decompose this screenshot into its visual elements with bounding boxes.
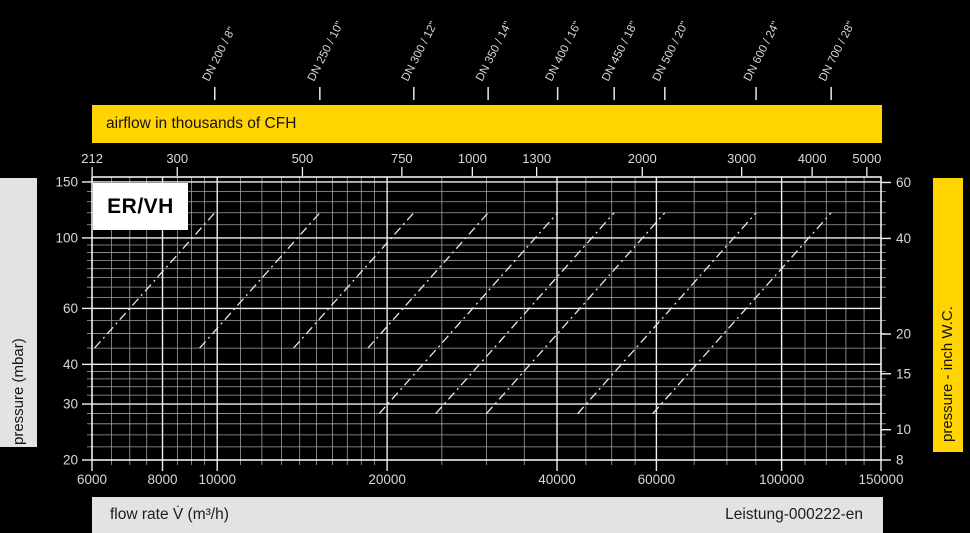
y-left-tick-label: 150 [55, 174, 78, 189]
cfh-axis-tick-label: 4000 [798, 151, 827, 166]
y-right-tick-label: 15 [896, 366, 911, 381]
x-axis-tick-label: 40000 [538, 472, 576, 487]
right-axis-title: pressure - inch W.C. [939, 306, 956, 442]
dn-series-label: DN 400 / 16" [544, 20, 584, 84]
dn-series-line [199, 212, 321, 349]
x-axis-tick-label: 150000 [858, 472, 903, 487]
cfh-axis-tick-label: 212 [81, 151, 103, 166]
dn-series-line [367, 212, 489, 349]
x-axis-tick-label: 6000 [77, 472, 107, 487]
dn-series-label: DN 350 / 14" [474, 20, 514, 84]
dn-series-line [94, 212, 216, 349]
x-axis-tick-label: 100000 [759, 472, 804, 487]
cfh-axis-tick-label: 5000 [852, 151, 881, 166]
right-axis-bar: pressure - inch W.C. [933, 178, 963, 452]
cfh-axis-tick-label: 1000 [458, 151, 487, 166]
y-left-tick-label: 20 [63, 453, 78, 468]
dn-series-label: DN 500 / 20" [651, 20, 691, 84]
dn-series-line [485, 212, 666, 415]
cfh-axis-tick-label: 750 [391, 151, 413, 166]
y-right-tick-label: 8 [896, 453, 904, 468]
dn-series-label: DN 300 / 12" [400, 20, 440, 84]
y-left-tick-label: 40 [63, 357, 78, 372]
dn-series-label: DN 250 / 10" [306, 20, 346, 84]
dn-series-line [378, 212, 559, 415]
model-label-box: ER/VH [93, 183, 188, 230]
cfh-axis-tick-label: 1300 [522, 151, 551, 166]
cfh-banner: airflow in thousands of CFH [92, 105, 882, 143]
dn-series-line [293, 212, 415, 349]
dn-series-label: DN 200 / 8" [201, 25, 239, 83]
dn-series-line [435, 212, 615, 415]
x-axis-title: flow rate V̇ (m³/h) [110, 506, 229, 523]
model-label: ER/VH [107, 194, 174, 218]
dn-series-label: DN 450 / 18" [600, 20, 640, 84]
y-right-tick-label: 60 [896, 175, 911, 190]
cfh-axis-tick-label: 3000 [727, 151, 756, 166]
x-axis-tick-label: 10000 [198, 472, 236, 487]
left-axis-title: pressure (mbar) [10, 338, 27, 445]
y-right-tick-label: 10 [896, 422, 911, 437]
y-left-tick-label: 100 [55, 230, 78, 245]
cfh-axis-tick-label: 300 [166, 151, 188, 166]
dn-series-label: DN 700 / 28" [817, 20, 857, 84]
footer-bar: flow rate V̇ (m³/h) Leistung-000222-en [92, 497, 883, 533]
x-axis-tick-label: 8000 [147, 472, 177, 487]
y-right-tick-label: 40 [896, 231, 911, 246]
cfh-axis-tick-label: 500 [292, 151, 314, 166]
x-axis-tick-label: 20000 [368, 472, 406, 487]
y-left-tick-label: 30 [63, 397, 78, 412]
dn-series-label: DN 600 / 24" [742, 20, 782, 84]
dn-series-line [577, 212, 757, 415]
y-right-tick-label: 20 [896, 327, 911, 342]
cfh-banner-label: airflow in thousands of CFH [106, 115, 297, 132]
y-left-tick-label: 60 [63, 301, 78, 316]
document-id: Leistung-000222-en [725, 506, 863, 523]
left-axis-bar: pressure (mbar) [0, 178, 37, 447]
cfh-axis-tick-label: 2000 [628, 151, 657, 166]
dn-series-line [652, 212, 832, 415]
x-axis-tick-label: 60000 [638, 472, 676, 487]
plot-frame [91, 176, 882, 461]
